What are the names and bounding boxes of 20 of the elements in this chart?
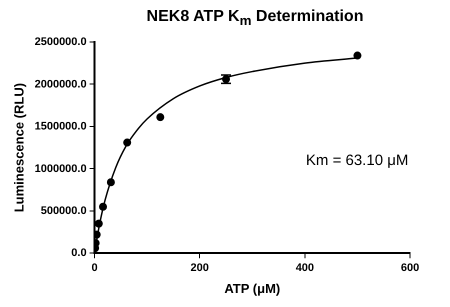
point: [99, 202, 108, 211]
y-tick-label: 2500000.0: [34, 36, 87, 48]
point: [106, 178, 115, 186]
y-axis-title: Luminescence (RLU): [11, 82, 26, 212]
point: [353, 52, 362, 60]
y-tick-label: 2000000.0: [34, 78, 87, 90]
y-tick-label: 1000000.0: [34, 162, 87, 175]
chart-title: NEK8 ATP K$_{m}$ Determination: [146, 8, 364, 28]
x-tick-label: 0: [92, 262, 98, 274]
x-tick-label: 200: [190, 262, 209, 274]
point: [123, 138, 132, 147]
x-tick-label: 600: [400, 262, 420, 274]
point: [94, 220, 103, 228]
annotation: Km = 63.10 μM: [306, 152, 408, 169]
y-tick-label: 500000.0: [40, 204, 87, 217]
point: [156, 113, 164, 122]
y-tick-label: 1500000.0: [34, 120, 87, 133]
x-tick-label: 400: [296, 262, 314, 274]
y-tick-label: 0.0: [71, 247, 87, 260]
x-axis-title: ATP (μM): [224, 280, 280, 296]
